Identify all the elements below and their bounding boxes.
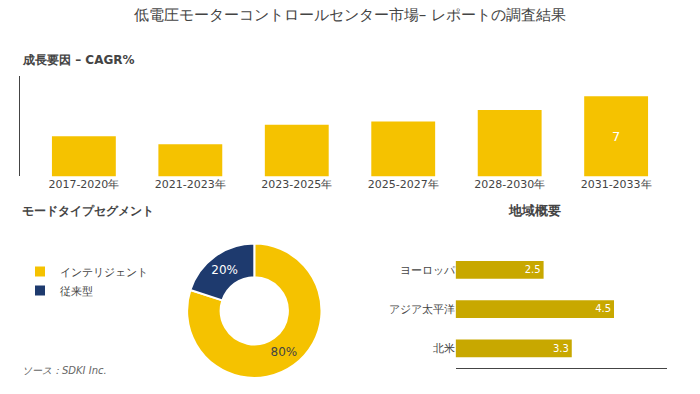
svg-text:アジア太平洋: アジア太平洋 — [389, 303, 455, 316]
svg-text:モードタイプセグメント: モードタイプセグメント — [22, 204, 154, 218]
svg-text:2017-2020年: 2017-2020年 — [48, 178, 119, 191]
svg-text:ソース：SDKI Inc.: ソース：SDKI Inc. — [22, 365, 107, 376]
svg-text:7: 7 — [612, 129, 620, 144]
svg-text:インテリジェント: インテリジェント — [60, 266, 148, 279]
svg-text:2025-2027年: 2025-2027年 — [368, 178, 439, 191]
svg-text:3.3: 3.3 — [553, 343, 569, 354]
svg-text:2031-2033年: 2031-2033年 — [581, 178, 652, 191]
svg-text:低電圧モーターコントロールセンター市場– レポートの調査結果: 低電圧モーターコントロールセンター市場– レポートの調査結果 — [134, 6, 566, 24]
svg-text:2021-2023年: 2021-2023年 — [155, 178, 226, 191]
svg-text:2023-2025年: 2023-2025年 — [261, 178, 332, 191]
svg-text:2.5: 2.5 — [525, 264, 541, 275]
svg-text:地域概要: 地域概要 — [508, 203, 561, 218]
svg-text:北米: 北米 — [433, 342, 455, 355]
svg-text:4.5: 4.5 — [595, 303, 611, 314]
svg-text:20%: 20% — [211, 263, 238, 277]
svg-text:従来型: 従来型 — [60, 285, 93, 298]
svg-text:2028-2030年: 2028-2030年 — [474, 178, 545, 191]
svg-text:80%: 80% — [271, 345, 298, 359]
svg-text:成長要因 – CAGR%: 成長要因 – CAGR% — [22, 53, 135, 67]
svg-text:ヨーロッパ: ヨーロッパ — [400, 264, 456, 277]
